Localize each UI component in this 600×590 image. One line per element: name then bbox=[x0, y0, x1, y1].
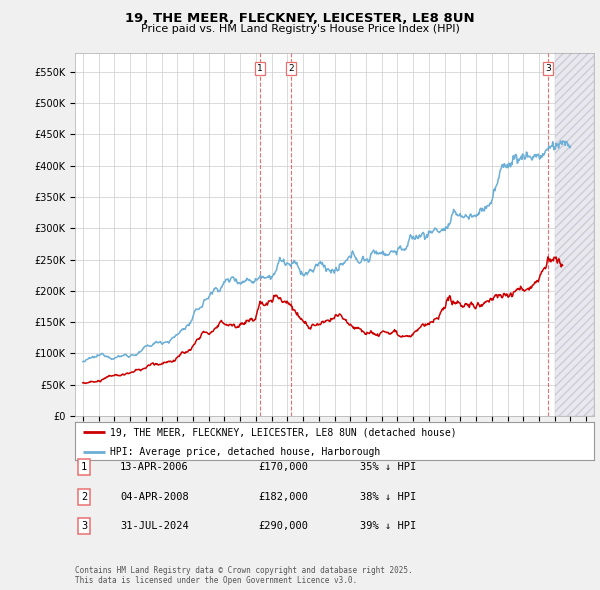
Text: 1: 1 bbox=[81, 463, 87, 472]
Text: 19, THE MEER, FLECKNEY, LEICESTER, LE8 8UN (detached house): 19, THE MEER, FLECKNEY, LEICESTER, LE8 8… bbox=[110, 427, 457, 437]
Text: 39% ↓ HPI: 39% ↓ HPI bbox=[360, 522, 416, 531]
Bar bbox=[554, 53, 594, 416]
Text: 19, THE MEER, FLECKNEY, LEICESTER, LE8 8UN: 19, THE MEER, FLECKNEY, LEICESTER, LE8 8… bbox=[125, 12, 475, 25]
Text: 38% ↓ HPI: 38% ↓ HPI bbox=[360, 492, 416, 502]
Text: 2: 2 bbox=[81, 492, 87, 502]
Text: 3: 3 bbox=[81, 522, 87, 531]
Text: Contains HM Land Registry data © Crown copyright and database right 2025.
This d: Contains HM Land Registry data © Crown c… bbox=[75, 566, 413, 585]
Text: 31-JUL-2024: 31-JUL-2024 bbox=[120, 522, 189, 531]
Text: 35% ↓ HPI: 35% ↓ HPI bbox=[360, 463, 416, 472]
Bar bbox=[554, 53, 594, 416]
Text: £182,000: £182,000 bbox=[258, 492, 308, 502]
Text: HPI: Average price, detached house, Harborough: HPI: Average price, detached house, Harb… bbox=[110, 447, 380, 457]
Text: 2: 2 bbox=[289, 64, 294, 73]
Text: 04-APR-2008: 04-APR-2008 bbox=[120, 492, 189, 502]
Text: £170,000: £170,000 bbox=[258, 463, 308, 472]
Text: 3: 3 bbox=[545, 64, 551, 73]
Text: 1: 1 bbox=[257, 64, 263, 73]
Text: Price paid vs. HM Land Registry's House Price Index (HPI): Price paid vs. HM Land Registry's House … bbox=[140, 24, 460, 34]
Text: 13-APR-2006: 13-APR-2006 bbox=[120, 463, 189, 472]
Text: £290,000: £290,000 bbox=[258, 522, 308, 531]
